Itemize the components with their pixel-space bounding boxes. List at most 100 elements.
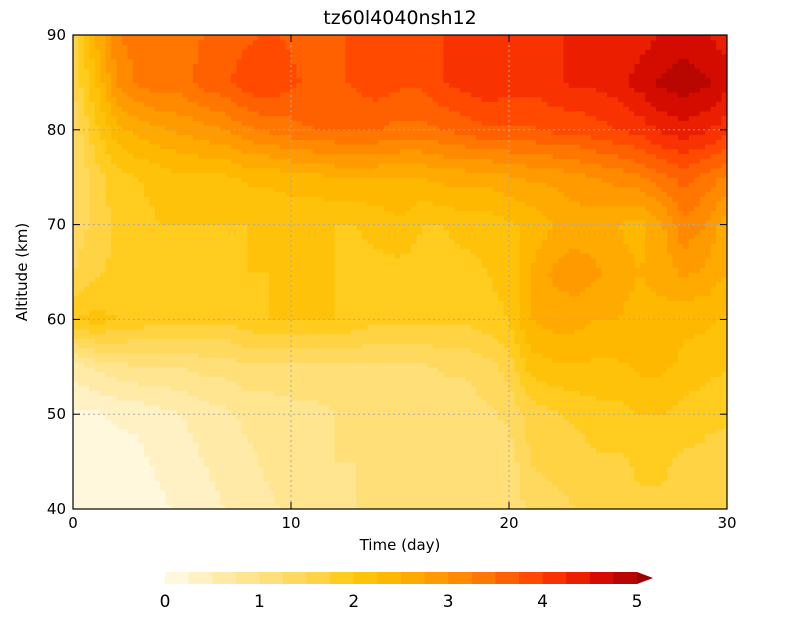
heatmap-cell: [165, 418, 172, 425]
heatmap-cell: [383, 338, 390, 344]
heatmap-cell: [634, 390, 641, 396]
heatmap-cell: [432, 352, 439, 358]
heatmap-cell: [203, 309, 210, 316]
heatmap-cell: [427, 362, 434, 368]
heatmap-cell: [122, 452, 129, 458]
heatmap-cell: [301, 347, 308, 354]
heatmap-cell: [203, 466, 210, 472]
heatmap-cell: [154, 466, 161, 472]
heatmap-cell: [618, 371, 625, 377]
heatmap-cell: [334, 376, 341, 382]
heatmap-cell: [536, 366, 543, 373]
heatmap-cell: [503, 490, 510, 496]
heatmap-cell: [274, 423, 281, 430]
heatmap-cell: [498, 485, 505, 491]
heatmap-cell: [78, 504, 85, 509]
heatmap-cell: [514, 366, 521, 373]
heatmap-cell: [138, 371, 145, 377]
heatmap-cell: [716, 490, 723, 496]
heatmap-cell: [514, 480, 521, 486]
heatmap-cell: [165, 357, 172, 363]
heatmap-cell: [677, 347, 684, 354]
heatmap-cell: [607, 485, 614, 491]
heatmap-cell: [454, 437, 461, 444]
heatmap-cell: [247, 371, 254, 377]
heatmap-cell: [350, 461, 357, 467]
heatmap-cell: [367, 428, 374, 434]
heatmap-cell: [459, 456, 466, 463]
heatmap-cell: [585, 433, 592, 439]
heatmap-cell: [165, 347, 172, 354]
heatmap-cell: [241, 423, 248, 430]
heatmap-cell: [699, 414, 706, 420]
heatmap-cell: [710, 333, 717, 339]
heatmap-cell: [160, 452, 167, 458]
heatmap-cell: [590, 362, 597, 368]
heatmap-cell: [83, 362, 90, 368]
heatmap-cell: [378, 456, 385, 463]
heatmap-cell: [481, 328, 488, 335]
heatmap-cell: [509, 338, 516, 344]
heatmap-cell: [274, 319, 281, 325]
heatmap-cell: [421, 452, 428, 458]
heatmap-cell: [372, 442, 379, 448]
heatmap-cell: [710, 423, 717, 430]
heatmap-cell: [443, 499, 450, 505]
heatmap-cell: [269, 357, 276, 363]
heatmap-cell: [122, 437, 129, 444]
heatmap-cell: [525, 456, 532, 463]
heatmap-cell: [258, 499, 265, 505]
heatmap-cell: [503, 414, 510, 420]
heatmap-cell: [383, 333, 390, 339]
heatmap-cell: [165, 480, 172, 486]
heatmap-cell: [171, 366, 178, 373]
heatmap-cell: [383, 490, 390, 496]
heatmap-cell: [716, 456, 723, 463]
heatmap-cell: [296, 376, 303, 382]
heatmap-cell: [623, 390, 630, 396]
heatmap-cell: [203, 471, 210, 477]
heatmap-cell: [623, 381, 630, 387]
heatmap-cell: [650, 471, 657, 477]
heatmap-cell: [656, 423, 663, 430]
heatmap-cell: [574, 480, 581, 486]
heatmap-cell: [269, 328, 276, 335]
heatmap-cell: [585, 490, 592, 496]
heatmap-cell: [372, 423, 379, 430]
heatmap-cell: [421, 447, 428, 453]
heatmap-cell: [78, 362, 85, 368]
heatmap-cell: [672, 357, 679, 363]
heatmap-cell: [378, 499, 385, 505]
heatmap-cell: [372, 399, 379, 406]
heatmap-cell: [427, 309, 434, 316]
heatmap-cell: [438, 357, 445, 363]
heatmap-cell: [705, 376, 712, 382]
heatmap-cell: [541, 494, 548, 501]
heatmap-cell: [149, 309, 156, 316]
heatmap-cell: [438, 471, 445, 477]
heatmap-cell: [198, 471, 205, 477]
heatmap-cell: [350, 504, 357, 509]
heatmap-cell: [716, 376, 723, 382]
heatmap-cell: [122, 399, 129, 406]
heatmap-cell: [530, 395, 537, 401]
heatmap-cell: [89, 409, 96, 415]
heatmap-cell: [410, 328, 417, 335]
heatmap-cell: [312, 442, 319, 448]
heatmap-cell: [699, 381, 706, 387]
heatmap-cell: [694, 328, 701, 335]
heatmap-cell: [405, 494, 412, 501]
heatmap-cell: [350, 475, 357, 482]
heatmap-cell: [214, 309, 221, 316]
heatmap-cell: [574, 338, 581, 344]
heatmap-cell: [350, 395, 357, 401]
heatmap-cell: [721, 437, 727, 444]
heatmap-cell: [334, 333, 341, 339]
heatmap-cell: [198, 366, 205, 373]
heatmap-cell: [628, 442, 635, 448]
heatmap-cell: [258, 376, 265, 382]
heatmap-cell: [563, 390, 570, 396]
heatmap-cell: [361, 480, 368, 486]
heatmap-cell: [672, 324, 679, 330]
heatmap-cell: [312, 471, 319, 477]
